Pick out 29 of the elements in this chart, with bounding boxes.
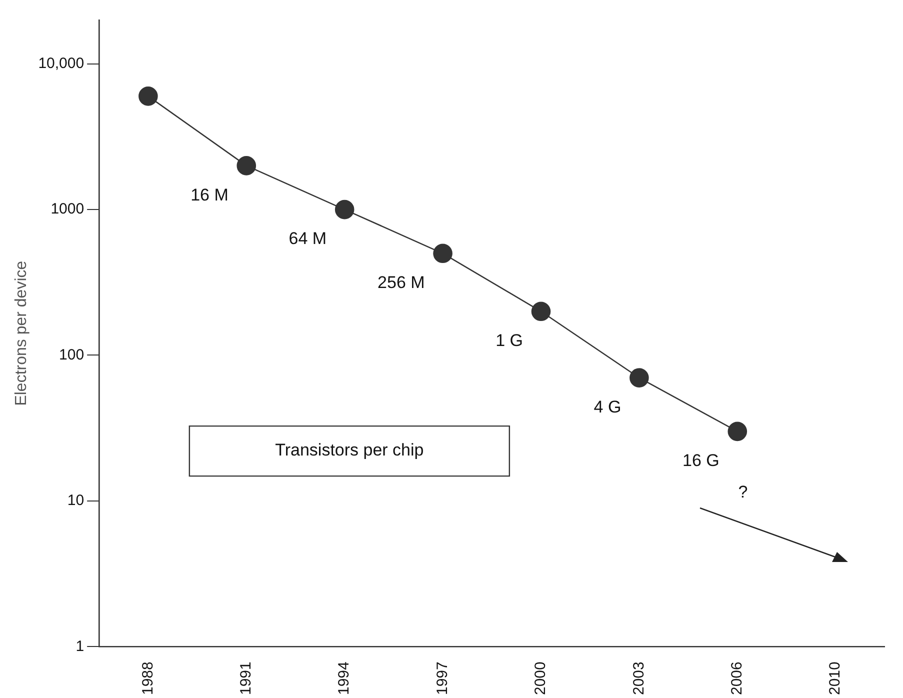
annotation: 4 G: [594, 398, 622, 416]
annotation: 64 M: [288, 229, 327, 248]
annotation: 16 M: [190, 185, 228, 204]
x-tick-label: 2003: [630, 662, 648, 696]
point: [531, 302, 551, 322]
y-tick-label: 10,000: [38, 55, 84, 72]
x-tick-label: 1991: [238, 662, 255, 696]
annotation: 16 G: [682, 451, 720, 470]
point: [433, 244, 452, 264]
annotation: 256 M: [378, 273, 425, 292]
point: [236, 156, 256, 176]
x-tick-label: 2010: [826, 662, 844, 696]
y-tick-label: 10: [67, 492, 84, 510]
y-tick-label: 1000: [50, 200, 84, 218]
annotation: Transistors per chip: [275, 440, 424, 460]
x-tick-label: 1994: [336, 662, 353, 696]
y-axis-title: Electrons per device: [13, 260, 30, 406]
point: [334, 200, 354, 220]
annotation: ?: [738, 482, 748, 502]
point: [630, 368, 649, 388]
x-tick-label: 1988: [139, 662, 156, 696]
y-tick-label: 1: [76, 638, 84, 655]
x-tick-label: 2000: [532, 662, 550, 696]
annotation: 1 G: [496, 331, 523, 350]
point: [138, 86, 158, 106]
x-tick-label: 1997: [434, 662, 451, 696]
point: [728, 422, 748, 442]
y-tick-label: 100: [59, 346, 84, 364]
x-tick-label: 2006: [728, 662, 746, 696]
